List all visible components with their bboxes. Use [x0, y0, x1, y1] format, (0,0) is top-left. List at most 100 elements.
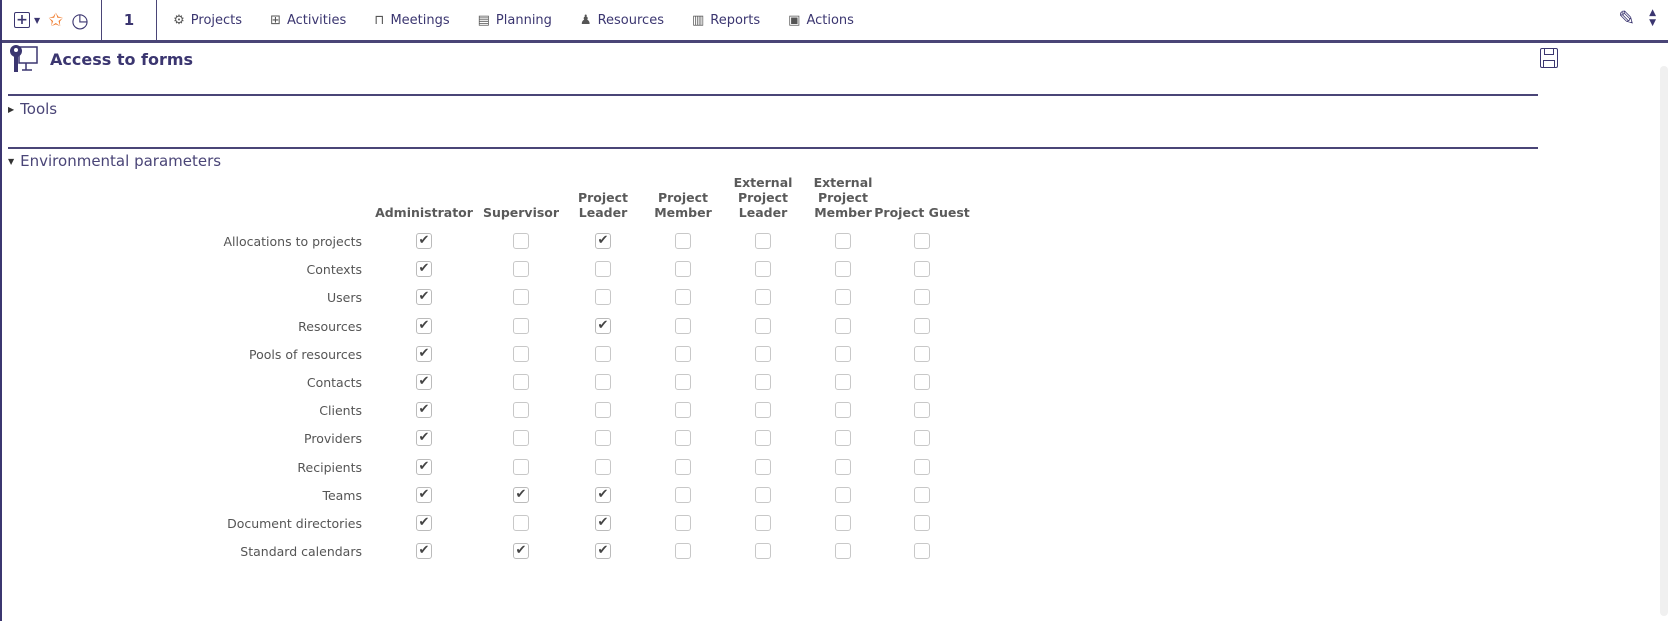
permission-checkbox[interactable]: [755, 458, 771, 475]
scrollbar[interactable]: [1660, 66, 1668, 616]
permission-checkbox[interactable]: ✔: [595, 486, 611, 503]
permission-checkbox[interactable]: ✔: [416, 458, 432, 475]
permission-checkbox[interactable]: [835, 430, 851, 447]
permission-checkbox[interactable]: ✔: [595, 543, 611, 560]
permission-checkbox[interactable]: [914, 233, 930, 249]
permission-checkbox[interactable]: [513, 233, 529, 249]
permission-checkbox[interactable]: [675, 458, 691, 475]
permission-checkbox[interactable]: [835, 458, 851, 475]
permission-checkbox[interactable]: ✔: [416, 543, 432, 560]
permission-checkbox[interactable]: ✔: [595, 515, 611, 531]
permission-checkbox[interactable]: [755, 317, 771, 334]
permission-checkbox[interactable]: [914, 374, 930, 390]
permission-checkbox[interactable]: [513, 458, 529, 475]
bookmark-star-icon[interactable]: ✩: [48, 9, 64, 31]
permission-checkbox[interactable]: ✔: [416, 233, 432, 249]
nav-activities[interactable]: ⊞ Activities: [270, 13, 346, 28]
permission-checkbox[interactable]: [835, 289, 851, 306]
permission-checkbox[interactable]: ✔: [416, 402, 432, 419]
permission-checkbox[interactable]: [513, 317, 529, 334]
permission-checkbox[interactable]: ✔: [513, 486, 529, 503]
permission-checkbox[interactable]: [675, 430, 691, 447]
permission-checkbox[interactable]: [675, 289, 691, 306]
nav-resources[interactable]: ♟ Resources: [580, 13, 664, 28]
permission-checkbox[interactable]: [595, 345, 611, 362]
permission-checkbox[interactable]: [835, 486, 851, 503]
permission-checkbox[interactable]: ✔: [416, 486, 432, 503]
permission-checkbox[interactable]: [835, 374, 851, 390]
permission-checkbox[interactable]: ✔: [416, 289, 432, 306]
permission-checkbox[interactable]: ✔: [416, 261, 432, 278]
permission-checkbox[interactable]: [835, 261, 851, 278]
permission-checkbox[interactable]: [755, 345, 771, 362]
permission-checkbox[interactable]: [595, 430, 611, 447]
permission-checkbox[interactable]: [835, 317, 851, 334]
permission-checkbox[interactable]: [835, 233, 851, 249]
permission-checkbox[interactable]: [755, 374, 771, 390]
permission-checkbox[interactable]: [675, 261, 691, 278]
permission-checkbox[interactable]: [914, 402, 930, 419]
permission-checkbox[interactable]: [914, 486, 930, 503]
permission-checkbox[interactable]: [914, 289, 930, 306]
permission-checkbox[interactable]: ✔: [595, 317, 611, 334]
permission-checkbox[interactable]: [914, 345, 930, 362]
permission-checkbox[interactable]: [513, 289, 529, 306]
history-clock-icon[interactable]: ◷: [71, 8, 89, 32]
section-environmental-parameters[interactable]: ▼ Environmental parameters: [8, 152, 221, 170]
permission-checkbox[interactable]: [513, 515, 529, 531]
counter-badge[interactable]: 1: [102, 0, 158, 40]
permission-checkbox[interactable]: [675, 233, 691, 249]
permission-checkbox[interactable]: [595, 289, 611, 306]
permission-checkbox[interactable]: [755, 402, 771, 419]
permission-checkbox[interactable]: [513, 261, 529, 278]
permission-checkbox[interactable]: [755, 543, 771, 560]
permission-checkbox[interactable]: [914, 515, 930, 531]
permission-checkbox[interactable]: ✔: [416, 317, 432, 334]
permission-checkbox[interactable]: [513, 345, 529, 362]
permission-checkbox[interactable]: ✔: [416, 430, 432, 447]
permission-checkbox[interactable]: [513, 374, 529, 390]
permission-checkbox[interactable]: [513, 430, 529, 447]
permission-checkbox[interactable]: [675, 402, 691, 419]
permission-checkbox[interactable]: [675, 515, 691, 531]
permission-checkbox[interactable]: ✔: [416, 515, 432, 531]
permission-checkbox[interactable]: [675, 317, 691, 334]
permission-checkbox[interactable]: [675, 345, 691, 362]
permission-checkbox[interactable]: [595, 402, 611, 419]
permission-checkbox[interactable]: [835, 345, 851, 362]
nav-actions[interactable]: ▣ Actions: [788, 13, 854, 28]
permission-checkbox[interactable]: [755, 515, 771, 531]
permission-checkbox[interactable]: [595, 458, 611, 475]
arrow-up-icon[interactable]: ▲: [1649, 8, 1656, 18]
permission-checkbox[interactable]: [675, 486, 691, 503]
nav-meetings[interactable]: ⊓ Meetings: [374, 13, 449, 28]
permission-checkbox[interactable]: [755, 289, 771, 306]
save-icon[interactable]: [1540, 48, 1558, 68]
permission-checkbox[interactable]: [595, 374, 611, 390]
permission-checkbox[interactable]: [914, 261, 930, 278]
permission-checkbox[interactable]: [513, 402, 529, 419]
permission-checkbox[interactable]: [755, 430, 771, 447]
add-button[interactable]: + ▼: [14, 12, 40, 28]
permission-checkbox[interactable]: ✔: [513, 543, 529, 560]
permission-checkbox[interactable]: [755, 261, 771, 278]
nav-projects[interactable]: ⚙ Projects: [173, 13, 242, 28]
permission-checkbox[interactable]: [914, 430, 930, 447]
pencil-edit-icon[interactable]: ✎: [1618, 6, 1636, 30]
permission-checkbox[interactable]: ✔: [595, 233, 611, 249]
permission-checkbox[interactable]: ✔: [416, 345, 432, 362]
permission-checkbox[interactable]: [675, 543, 691, 560]
nav-planning[interactable]: ▤ Planning: [478, 13, 552, 28]
permission-checkbox[interactable]: [595, 261, 611, 278]
permission-checkbox[interactable]: [835, 515, 851, 531]
permission-checkbox[interactable]: [835, 543, 851, 560]
permission-checkbox[interactable]: [914, 458, 930, 475]
section-tools[interactable]: ▶ Tools: [8, 100, 57, 118]
permission-checkbox[interactable]: [755, 233, 771, 249]
permission-checkbox[interactable]: [835, 402, 851, 419]
nav-reports[interactable]: ▥ Reports: [692, 13, 760, 28]
permission-checkbox[interactable]: [914, 317, 930, 334]
permission-checkbox[interactable]: [755, 486, 771, 503]
permission-checkbox[interactable]: [675, 374, 691, 390]
permission-checkbox[interactable]: [914, 543, 930, 560]
